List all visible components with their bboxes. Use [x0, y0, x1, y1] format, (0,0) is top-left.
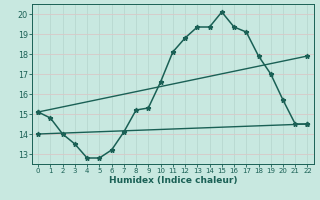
X-axis label: Humidex (Indice chaleur): Humidex (Indice chaleur) — [108, 176, 237, 185]
